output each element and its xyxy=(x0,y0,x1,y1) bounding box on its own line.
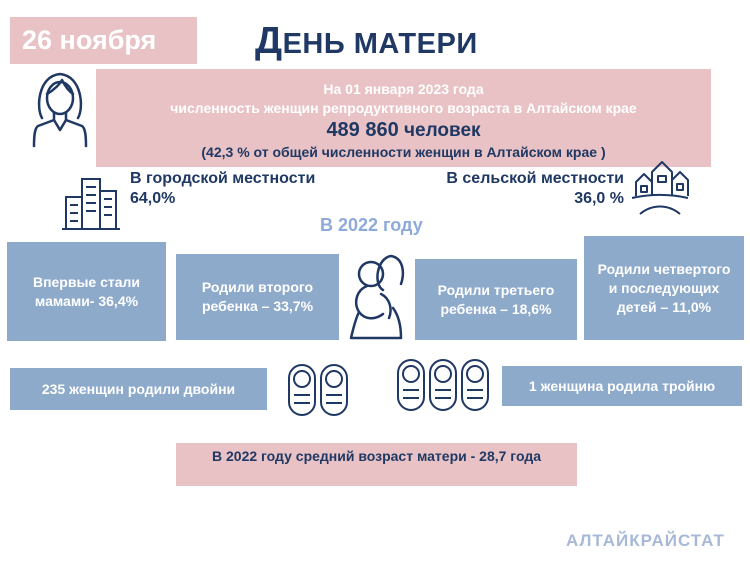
rural-label: В сельской местности xyxy=(446,170,624,187)
title-first-letter: Д xyxy=(255,20,283,62)
rural-share: В сельской местности 36,0 % xyxy=(416,169,624,209)
title-rest: ЕНЬ МАТЕРИ xyxy=(282,28,478,60)
summary-description: численность женщин репродуктивного возра… xyxy=(170,100,637,116)
mother-age-box: В 2022 году средний возраст матери - 28,… xyxy=(176,443,577,486)
third-birth-box: Родили третьего ребенка – 18,6% xyxy=(415,259,577,340)
summary-count: 489 860 человек xyxy=(96,118,711,143)
page-title: ДЕНЬ МАТЕРИ xyxy=(255,20,478,63)
urban-value: 64,0% xyxy=(130,190,176,207)
triplets-box: 1 женщина родила тройню xyxy=(502,366,742,406)
woman-icon xyxy=(32,72,88,148)
summary-date-line: На 01 января 2023 года xyxy=(323,81,484,97)
mother-child-icon xyxy=(349,254,405,340)
date-badge: 26 ноября xyxy=(10,17,197,64)
year-label: В 2022 году xyxy=(320,215,423,235)
brand-logo-text: АЛТАЙКРАЙСТАТ xyxy=(566,531,725,550)
second-birth-box: Родили второго ребенка – 33,7% xyxy=(176,254,339,340)
urban-share: В городской местности 64,0% xyxy=(130,169,315,209)
city-buildings-icon xyxy=(62,178,120,230)
summary-box: На 01 января 2023 года численность женщи… xyxy=(96,69,711,167)
urban-label: В городской местности xyxy=(130,170,316,187)
twin-babies-icon xyxy=(288,364,348,416)
twins-box: 235 женщин родили двойни xyxy=(10,368,267,410)
summary-count-unit: человек xyxy=(404,120,481,141)
summary-count-number: 489 860 xyxy=(326,119,399,141)
summary-share: (42,3 % от общей численности женщин в Ал… xyxy=(201,144,606,160)
triplet-babies-icon xyxy=(397,359,489,411)
first-birth-box: Впервые стали мамами- 36,4% xyxy=(7,242,166,341)
fourth-birth-box: Родили четвертого и последующих детей – … xyxy=(584,236,744,340)
village-icon xyxy=(631,161,689,215)
rural-value: 36,0 % xyxy=(574,190,624,207)
